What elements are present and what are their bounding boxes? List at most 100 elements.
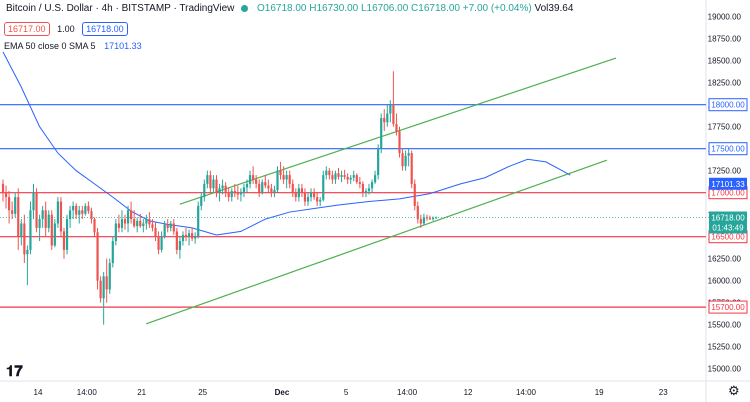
- candle[interactable]: [29, 201, 32, 255]
- candle[interactable]: [270, 183, 273, 198]
- candle[interactable]: [252, 166, 255, 184]
- sell-price-button[interactable]: 16717.00: [4, 22, 50, 36]
- candle[interactable]: [285, 170, 288, 189]
- candle[interactable]: [20, 219, 23, 246]
- candle[interactable]: [99, 276, 102, 303]
- candle[interactable]: [364, 188, 368, 198]
- candle[interactable]: [44, 201, 47, 237]
- candle[interactable]: [227, 188, 230, 202]
- candle[interactable]: [340, 170, 343, 183]
- candle[interactable]: [1, 179, 5, 202]
- candle[interactable]: [56, 197, 59, 228]
- candle[interactable]: [258, 179, 261, 198]
- candle[interactable]: [309, 188, 313, 202]
- candle[interactable]: [395, 113, 398, 136]
- candle[interactable]: [328, 168, 331, 180]
- candle[interactable]: [81, 205, 84, 220]
- candle[interactable]: [65, 214, 69, 255]
- candle[interactable]: [184, 227, 188, 242]
- candle[interactable]: [276, 166, 279, 193]
- candle[interactable]: [142, 219, 145, 233]
- candle[interactable]: [41, 205, 44, 228]
- candle[interactable]: [35, 188, 38, 233]
- candle[interactable]: [23, 214, 26, 264]
- candle[interactable]: [172, 219, 175, 235]
- candle[interactable]: [374, 170, 377, 184]
- candle[interactable]: [102, 271, 105, 325]
- candle[interactable]: [145, 214, 148, 230]
- candle[interactable]: [410, 150, 413, 189]
- candle[interactable]: [26, 245, 29, 286]
- candle[interactable]: [398, 126, 401, 158]
- candle[interactable]: [245, 179, 249, 193]
- candle[interactable]: [38, 214, 41, 242]
- candle[interactable]: [352, 170, 355, 182]
- candle[interactable]: [316, 192, 319, 206]
- gear-icon[interactable]: ⚙: [728, 383, 740, 398]
- candle[interactable]: [380, 113, 383, 154]
- tradingview-logo-icon[interactable]: 𝟏𝟕: [6, 363, 23, 380]
- candle[interactable]: [181, 231, 185, 246]
- candle[interactable]: [139, 213, 142, 228]
- candle[interactable]: [386, 104, 389, 127]
- candle[interactable]: [261, 179, 264, 195]
- candle[interactable]: [236, 185, 239, 200]
- candle[interactable]: [291, 179, 294, 198]
- symbol-title[interactable]: Bitcoin / U.S. Dollar · 4h · BITSTAMP · …: [6, 3, 235, 14]
- candle[interactable]: [242, 183, 246, 198]
- candle[interactable]: [297, 183, 300, 202]
- candle[interactable]: [32, 183, 35, 220]
- candle[interactable]: [133, 210, 136, 228]
- candle[interactable]: [422, 213, 425, 226]
- candle[interactable]: [282, 166, 285, 184]
- candle[interactable]: [178, 236, 181, 259]
- candle[interactable]: [187, 229, 191, 246]
- candle[interactable]: [361, 181, 364, 198]
- candle[interactable]: [294, 188, 297, 202]
- candle[interactable]: [11, 201, 14, 220]
- candle[interactable]: [331, 170, 334, 184]
- candle[interactable]: [273, 185, 276, 198]
- candle[interactable]: [151, 219, 154, 232]
- candle[interactable]: [218, 183, 221, 202]
- candle[interactable]: [416, 201, 419, 224]
- candle[interactable]: [392, 71, 395, 127]
- candle[interactable]: [313, 188, 316, 200]
- candle[interactable]: [358, 176, 361, 189]
- candle[interactable]: [194, 232, 197, 244]
- candle[interactable]: [50, 210, 53, 250]
- candle[interactable]: [264, 175, 267, 189]
- candle[interactable]: [383, 109, 386, 132]
- candle[interactable]: [148, 212, 151, 228]
- candle[interactable]: [84, 203, 87, 216]
- candle[interactable]: [319, 197, 322, 206]
- candle[interactable]: [120, 210, 124, 233]
- candle[interactable]: [87, 201, 90, 214]
- candle[interactable]: [209, 170, 212, 193]
- candle[interactable]: [322, 170, 325, 202]
- candle[interactable]: [111, 236, 114, 268]
- candle[interactable]: [114, 219, 117, 246]
- candle[interactable]: [105, 258, 108, 303]
- candle[interactable]: [93, 217, 96, 237]
- candle[interactable]: [419, 214, 422, 228]
- candle[interactable]: [166, 219, 169, 233]
- candle[interactable]: [355, 173, 358, 184]
- candle[interactable]: [370, 179, 374, 193]
- candle[interactable]: [47, 210, 50, 233]
- candle[interactable]: [78, 205, 81, 224]
- candle[interactable]: [215, 175, 218, 198]
- candle[interactable]: [108, 258, 111, 294]
- candle[interactable]: [255, 175, 258, 189]
- candle[interactable]: [407, 148, 410, 167]
- candle[interactable]: [206, 170, 209, 189]
- candle[interactable]: [377, 144, 380, 180]
- candle[interactable]: [346, 173, 349, 184]
- candle[interactable]: [389, 100, 392, 123]
- candle[interactable]: [267, 179, 270, 193]
- candle[interactable]: [221, 179, 224, 195]
- candle[interactable]: [72, 201, 75, 220]
- candle[interactable]: [230, 188, 233, 202]
- candle[interactable]: [123, 214, 127, 230]
